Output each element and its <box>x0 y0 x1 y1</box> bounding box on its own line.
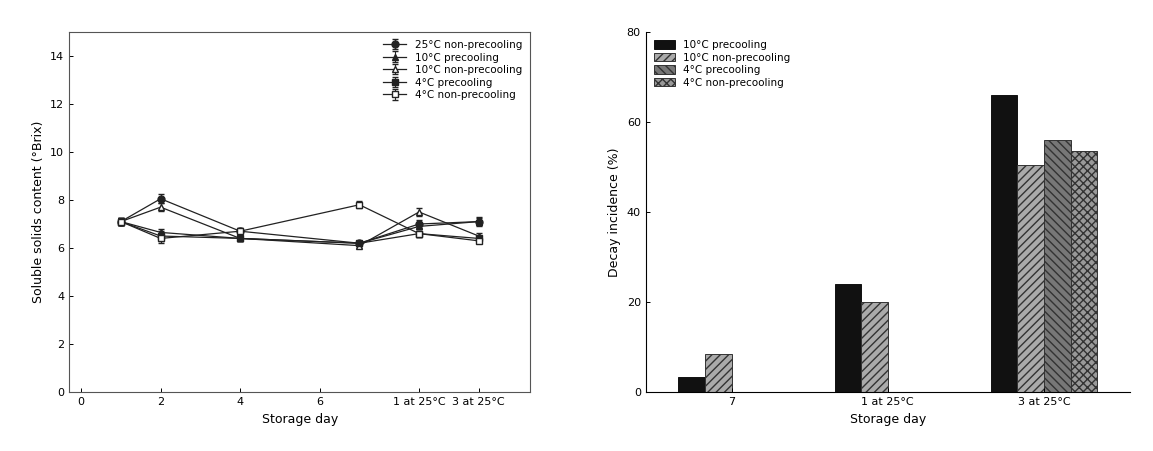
X-axis label: Storage day: Storage day <box>850 413 926 426</box>
Bar <box>678 377 704 392</box>
Bar <box>861 302 888 392</box>
X-axis label: Storage day: Storage day <box>262 413 338 426</box>
Legend: 10°C precooling, 10°C non-precooling, 4°C precooling, 4°C non-precooling: 10°C precooling, 10°C non-precooling, 4°… <box>651 37 793 91</box>
Bar <box>990 95 1017 392</box>
Y-axis label: Soluble solids content (°Brix): Soluble solids content (°Brix) <box>31 121 45 303</box>
Bar <box>835 284 861 392</box>
Bar <box>704 354 732 392</box>
Bar <box>1017 165 1043 392</box>
Bar <box>1071 151 1098 392</box>
Legend: 25°C non-precooling, 10°C precooling, 10°C non-precooling, 4°C precooling, 4°C n: 25°C non-precooling, 10°C precooling, 10… <box>380 37 525 103</box>
Bar <box>1043 140 1071 392</box>
Y-axis label: Decay incidence (%): Decay incidence (%) <box>608 147 621 277</box>
